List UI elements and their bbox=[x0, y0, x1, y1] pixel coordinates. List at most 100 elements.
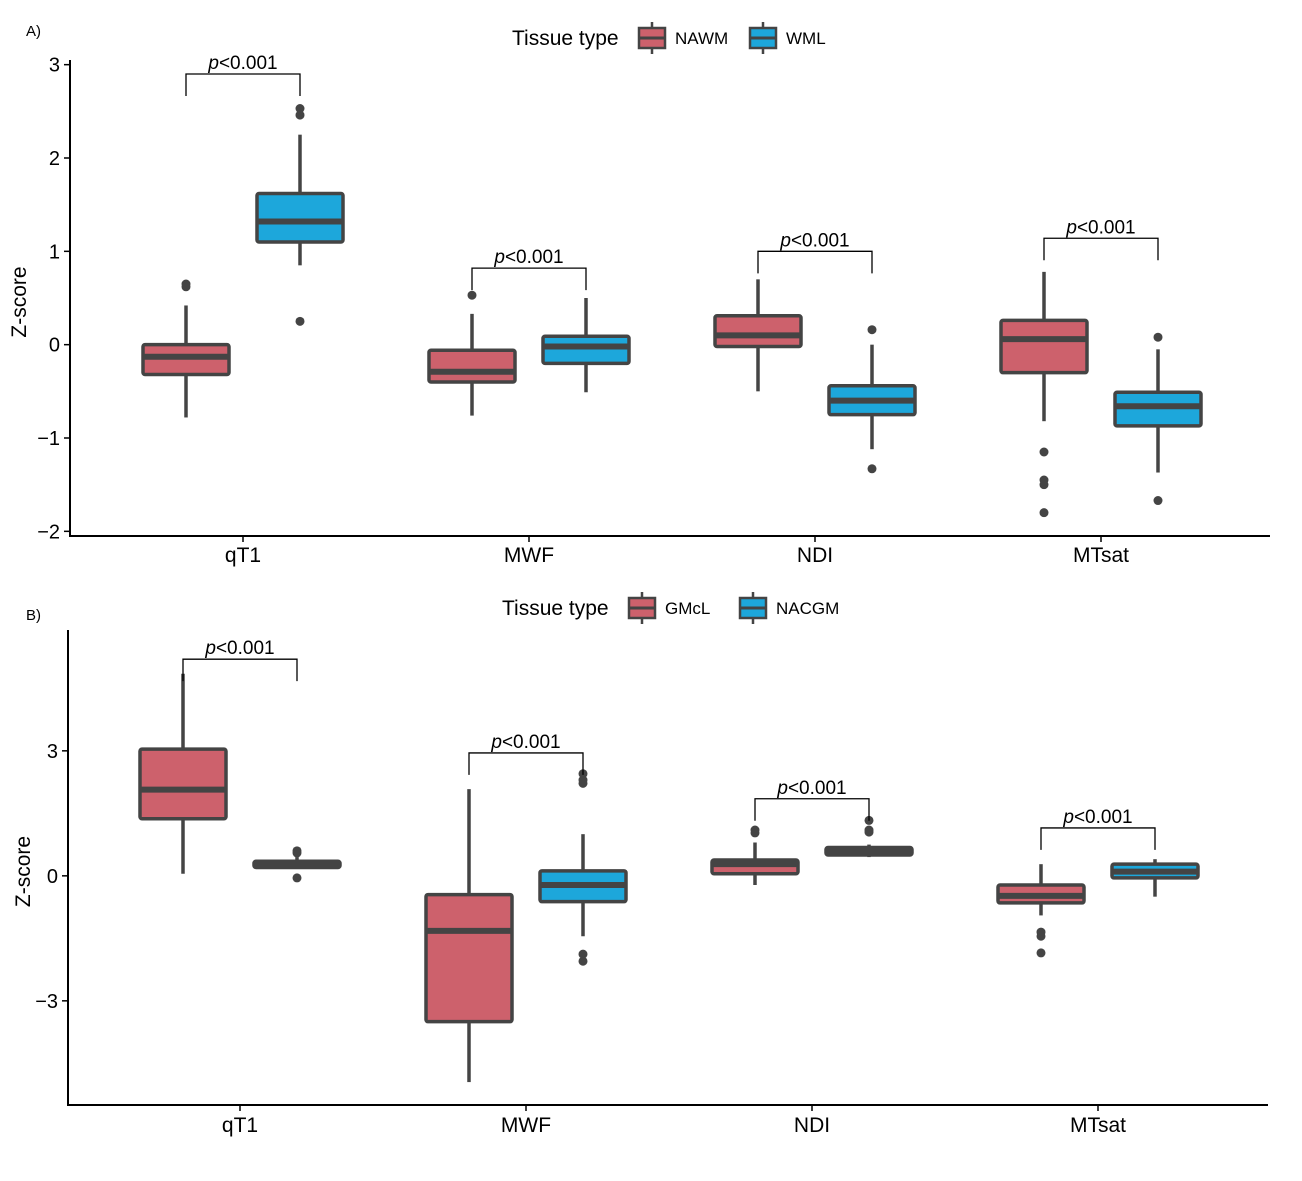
box-nawm-qt1 bbox=[141, 279, 231, 418]
box-nawm-ndi bbox=[713, 279, 803, 392]
box-nawm-mwf bbox=[427, 290, 517, 416]
significance-bracket-mtsat: p<0.001 bbox=[1040, 807, 1156, 850]
box-body bbox=[713, 313, 803, 349]
outlier-point bbox=[867, 325, 877, 335]
y-tick-label: 0 bbox=[49, 335, 60, 357]
legend: Tissue type NAWM WML bbox=[512, 22, 826, 54]
outlier-point bbox=[181, 279, 191, 289]
series-nacgm bbox=[252, 769, 1200, 966]
outlier-point bbox=[864, 825, 874, 835]
panel-label: A) bbox=[26, 23, 41, 40]
bracket-line bbox=[182, 658, 298, 682]
legend-label: NAWM bbox=[675, 29, 728, 48]
box-nacgm-mwf bbox=[538, 769, 628, 966]
significance-bracket-ndi: p<0.001 bbox=[757, 230, 873, 274]
y-tick-label: 3 bbox=[49, 55, 60, 77]
outlier-point bbox=[292, 873, 302, 883]
y-tick-label: 0 bbox=[47, 866, 58, 888]
x-tick-label-mwf: MWF bbox=[501, 1114, 551, 1137]
box-wml-qt1 bbox=[255, 104, 345, 326]
legend-title: Tissue type bbox=[512, 27, 619, 50]
significance-bracket-qt1: p<0.001 bbox=[185, 53, 301, 96]
y-tick-label: −1 bbox=[37, 428, 60, 450]
legend-key-gmcl bbox=[627, 592, 657, 624]
x-tick-label-mtsat: MTsat bbox=[1073, 544, 1129, 567]
bracket-line bbox=[1040, 827, 1156, 850]
box-nacgm-qt1 bbox=[252, 846, 342, 883]
outlier-point bbox=[295, 110, 305, 120]
legend: Tissue type GMcL NACGM bbox=[502, 592, 839, 624]
significance-bracket-mwf: p<0.001 bbox=[471, 247, 587, 291]
panel-a: A) Tissue type NAWM WML Z-score 3 2 1 0 −1 −2 qT1 MW… bbox=[8, 22, 1270, 567]
legend-key-nacgm bbox=[738, 592, 768, 624]
outlier-point bbox=[578, 949, 588, 959]
x-tick-label-qt1: qT1 bbox=[225, 544, 261, 567]
bracket-line bbox=[468, 752, 584, 775]
x-tick-label-mwf: MWF bbox=[504, 544, 554, 567]
box-wml-mwf bbox=[541, 298, 631, 393]
legend-label: WML bbox=[786, 29, 826, 48]
outlier-point bbox=[1039, 480, 1049, 490]
box-nawm-mtsat bbox=[999, 271, 1089, 518]
outlier-point bbox=[292, 846, 302, 856]
p-value-label: p<0.001 bbox=[490, 732, 560, 753]
panel-label: B) bbox=[26, 607, 41, 624]
series-gmcl bbox=[138, 673, 1086, 1083]
bracket-line bbox=[754, 798, 870, 821]
outlier-point bbox=[295, 316, 305, 326]
box-body bbox=[541, 334, 631, 366]
outlier-point bbox=[1036, 948, 1046, 958]
significance-bracket-mtsat: p<0.001 bbox=[1043, 217, 1159, 261]
x-tick-label-mtsat: MTsat bbox=[1070, 1114, 1126, 1137]
box-gmcl-mtsat bbox=[996, 864, 1086, 958]
outlier-point bbox=[750, 825, 760, 835]
series-wml bbox=[255, 104, 1203, 506]
p-value-label: p<0.001 bbox=[493, 247, 563, 268]
outlier-point bbox=[1153, 496, 1163, 506]
box-nacgm-mtsat bbox=[1110, 859, 1200, 897]
p-value-label: p<0.001 bbox=[1062, 807, 1132, 828]
legend-label: NACGM bbox=[776, 599, 839, 618]
panel-b: B) Tissue type GMcL NACGM Z-score 3 0 −3 qT1 MWF N… bbox=[12, 592, 1268, 1137]
y-tick-label: 1 bbox=[49, 241, 60, 263]
y-axis-label: Z-score bbox=[8, 266, 31, 337]
series-nawm bbox=[141, 271, 1089, 518]
box-wml-ndi bbox=[827, 325, 917, 474]
p-value-label: p<0.001 bbox=[204, 638, 274, 659]
outlier-point bbox=[1039, 447, 1049, 457]
outlier-point bbox=[1036, 931, 1046, 941]
outlier-point bbox=[867, 464, 877, 474]
y-tick-label: −3 bbox=[35, 991, 58, 1013]
legend-title: Tissue type bbox=[502, 597, 609, 620]
box-gmcl-ndi bbox=[710, 825, 800, 885]
y-tick-label: −2 bbox=[37, 521, 60, 543]
x-tick-label-qt1: qT1 bbox=[222, 1114, 258, 1137]
p-value-label: p<0.001 bbox=[207, 53, 277, 74]
bracket-line bbox=[471, 267, 587, 291]
box-body bbox=[424, 892, 514, 1024]
outlier-point bbox=[1039, 508, 1049, 518]
outlier-point bbox=[578, 956, 588, 966]
x-tick-label-ndi: NDI bbox=[794, 1114, 830, 1137]
bracket-line bbox=[757, 250, 873, 274]
outlier-point bbox=[295, 104, 305, 114]
box-body bbox=[138, 747, 228, 821]
significance-bracket-ndi: p<0.001 bbox=[754, 778, 870, 821]
box-body bbox=[427, 348, 517, 384]
legend-key-nawm bbox=[637, 22, 667, 54]
legend-label: GMcL bbox=[665, 599, 710, 618]
bracket-line bbox=[1043, 237, 1159, 261]
y-tick-label: 2 bbox=[49, 148, 60, 170]
bracket-line bbox=[185, 73, 301, 96]
x-tick-label-ndi: NDI bbox=[797, 544, 833, 567]
p-value-label: p<0.001 bbox=[1065, 217, 1135, 238]
box-wml-mtsat bbox=[1113, 332, 1203, 506]
box-nacgm-ndi bbox=[824, 815, 914, 858]
outlier-point bbox=[467, 290, 477, 300]
outlier-point bbox=[1153, 332, 1163, 342]
box-body bbox=[999, 318, 1089, 375]
y-tick-label: 3 bbox=[47, 741, 58, 763]
significance-bracket-qt1: p<0.001 bbox=[182, 638, 298, 682]
